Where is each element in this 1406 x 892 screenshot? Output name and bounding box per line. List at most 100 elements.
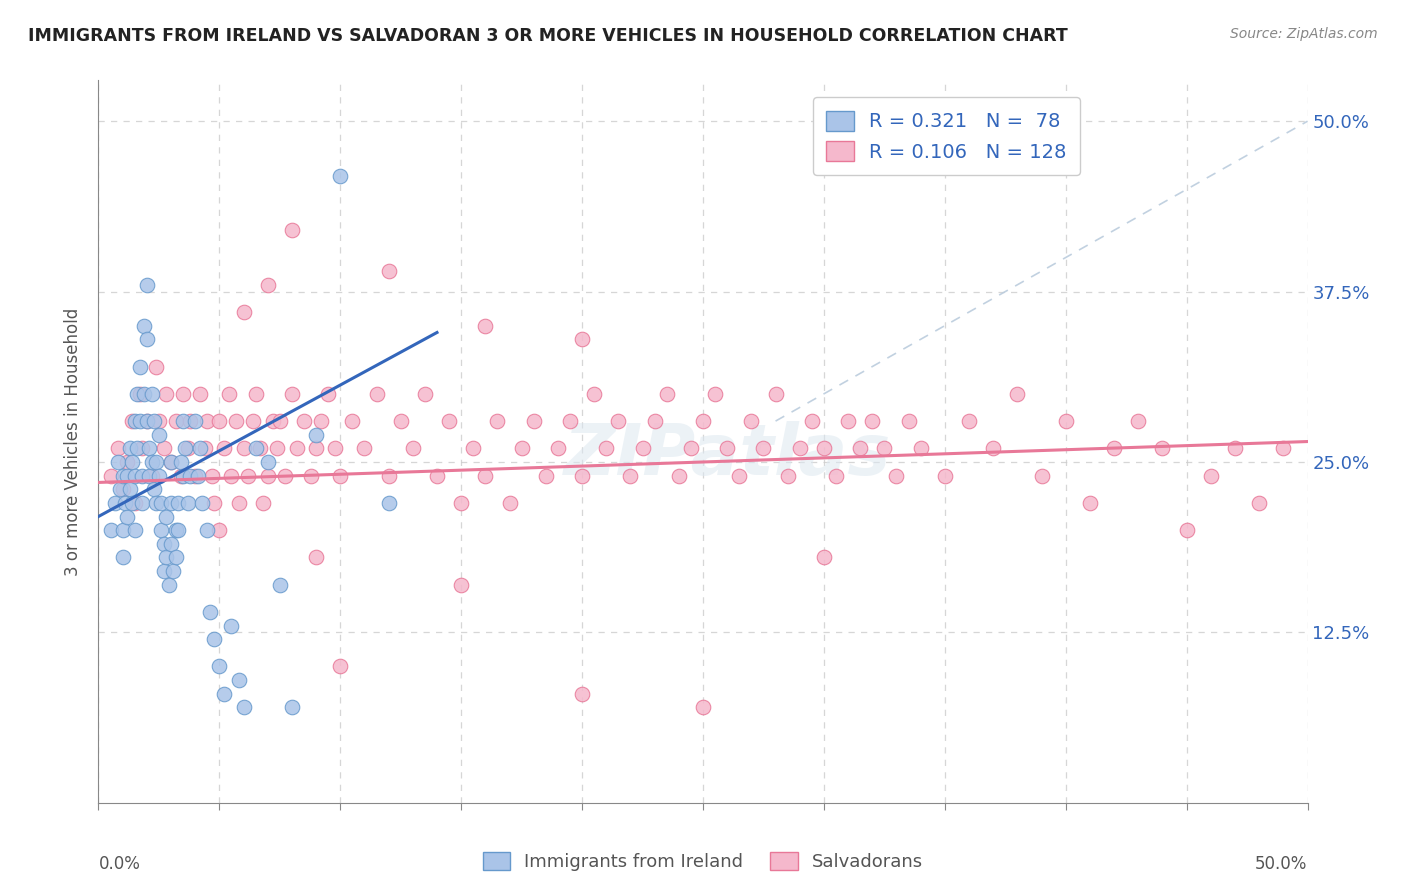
Point	[155, 509, 177, 524]
Point	[1102, 442, 1125, 456]
Text: 50.0%: 50.0%	[1256, 855, 1308, 872]
Point	[155, 550, 177, 565]
Point	[117, 455, 139, 469]
Point	[184, 414, 207, 428]
Point	[1152, 442, 1174, 456]
Point	[131, 442, 153, 456]
Point	[111, 550, 134, 565]
Point	[1175, 523, 1198, 537]
Point	[740, 414, 762, 428]
Point	[108, 482, 131, 496]
Point	[1054, 414, 1077, 428]
Point	[131, 468, 153, 483]
Point	[128, 387, 150, 401]
Point	[1078, 496, 1101, 510]
Point	[131, 496, 153, 510]
Point	[292, 414, 315, 428]
Point	[426, 468, 449, 483]
Point	[825, 468, 848, 483]
Point	[752, 442, 775, 456]
Point	[437, 414, 460, 428]
Point	[262, 414, 284, 428]
Point	[118, 442, 141, 456]
Point	[285, 442, 308, 456]
Point	[668, 468, 690, 483]
Point	[124, 496, 146, 510]
Point	[141, 468, 163, 483]
Point	[145, 359, 167, 374]
Point	[619, 468, 641, 483]
Point	[157, 577, 180, 591]
Point	[1128, 414, 1150, 428]
Point	[800, 414, 823, 428]
Text: Source: ZipAtlas.com: Source: ZipAtlas.com	[1230, 27, 1378, 41]
Point	[117, 509, 139, 524]
Point	[124, 523, 146, 537]
Point	[316, 387, 339, 401]
Point	[232, 442, 254, 456]
Point	[571, 687, 593, 701]
Point	[342, 414, 364, 428]
Point	[111, 482, 134, 496]
Text: 0.0%: 0.0%	[98, 855, 141, 872]
Point	[135, 414, 157, 428]
Point	[498, 496, 520, 510]
Point	[121, 414, 143, 428]
Point	[309, 414, 332, 428]
Point	[134, 318, 156, 333]
Point	[212, 687, 235, 701]
Point	[329, 659, 352, 673]
Point	[281, 700, 304, 714]
Point	[188, 387, 211, 401]
Point	[187, 468, 209, 483]
Point	[281, 223, 304, 237]
Point	[329, 468, 352, 483]
Point	[160, 537, 183, 551]
Point	[194, 442, 217, 456]
Point	[141, 387, 163, 401]
Point	[957, 414, 980, 428]
Point	[256, 455, 278, 469]
Point	[897, 414, 920, 428]
Point	[155, 387, 177, 401]
Point	[135, 332, 157, 346]
Point	[728, 468, 751, 483]
Point	[1199, 468, 1222, 483]
Point	[486, 414, 509, 428]
Point	[571, 468, 593, 483]
Point	[165, 523, 187, 537]
Point	[134, 387, 156, 401]
Point	[934, 468, 956, 483]
Point	[208, 414, 231, 428]
Point	[228, 496, 250, 510]
Point	[201, 468, 224, 483]
Point	[221, 468, 243, 483]
Point	[849, 442, 872, 456]
Point	[195, 523, 218, 537]
Point	[148, 414, 170, 428]
Point	[160, 455, 183, 469]
Point	[765, 387, 787, 401]
Y-axis label: 3 or more Vehicles in Household: 3 or more Vehicles in Household	[65, 308, 83, 575]
Point	[463, 442, 485, 456]
Point	[198, 605, 221, 619]
Point	[377, 264, 399, 278]
Point	[191, 496, 214, 510]
Point	[208, 523, 231, 537]
Point	[402, 442, 425, 456]
Point	[534, 468, 557, 483]
Text: IMMIGRANTS FROM IRELAND VS SALVADORAN 3 OR MORE VEHICLES IN HOUSEHOLD CORRELATIO: IMMIGRANTS FROM IRELAND VS SALVADORAN 3 …	[28, 27, 1069, 45]
Point	[165, 414, 187, 428]
Point	[150, 496, 173, 510]
Text: ZIPatlas: ZIPatlas	[564, 422, 891, 491]
Point	[232, 305, 254, 319]
Point	[873, 442, 896, 456]
Point	[305, 550, 328, 565]
Point	[377, 496, 399, 510]
Point	[160, 496, 183, 510]
Point	[167, 523, 190, 537]
Point	[121, 496, 143, 510]
Point	[218, 387, 240, 401]
Point	[523, 414, 546, 428]
Point	[152, 564, 174, 578]
